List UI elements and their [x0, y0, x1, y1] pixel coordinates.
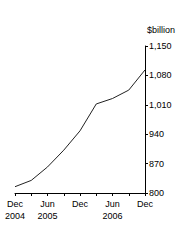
svg-text:1,010: 1,010 — [149, 100, 172, 110]
svg-text:Jun: Jun — [40, 199, 55, 209]
svg-text:870: 870 — [149, 159, 164, 169]
svg-text:1,150: 1,150 — [149, 41, 172, 51]
svg-text:Dec: Dec — [72, 199, 89, 209]
svg-text:Dec: Dec — [137, 199, 154, 209]
svg-text:Jun: Jun — [105, 199, 120, 209]
svg-text:800: 800 — [149, 188, 164, 198]
svg-text:2004: 2004 — [5, 211, 25, 221]
svg-text:$billion: $billion — [147, 25, 175, 35]
svg-text:Dec: Dec — [7, 199, 24, 209]
svg-text:940: 940 — [149, 129, 164, 139]
svg-text:1,080: 1,080 — [149, 70, 172, 80]
svg-text:2005: 2005 — [37, 211, 57, 221]
svg-text:2006: 2006 — [102, 211, 122, 221]
